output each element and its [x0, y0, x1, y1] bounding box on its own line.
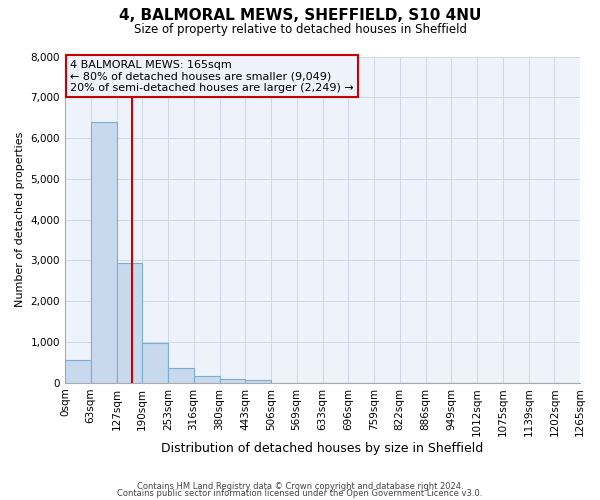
- Bar: [142, 344, 168, 383]
- Text: 4 BALMORAL MEWS: 165sqm
← 80% of detached houses are smaller (9,049)
20% of semi: 4 BALMORAL MEWS: 165sqm ← 80% of detache…: [70, 60, 354, 93]
- Text: Size of property relative to detached houses in Sheffield: Size of property relative to detached ho…: [133, 22, 467, 36]
- Bar: [194, 376, 220, 383]
- Bar: [116, 264, 142, 383]
- Text: Contains public sector information licensed under the Open Government Licence v3: Contains public sector information licen…: [118, 489, 482, 498]
- Bar: [245, 380, 271, 383]
- X-axis label: Distribution of detached houses by size in Sheffield: Distribution of detached houses by size …: [161, 442, 484, 455]
- Bar: [91, 122, 116, 383]
- Text: 4, BALMORAL MEWS, SHEFFIELD, S10 4NU: 4, BALMORAL MEWS, SHEFFIELD, S10 4NU: [119, 8, 481, 22]
- Bar: [65, 360, 91, 383]
- Bar: [168, 368, 194, 383]
- Bar: [220, 379, 245, 383]
- Y-axis label: Number of detached properties: Number of detached properties: [15, 132, 25, 308]
- Text: Contains HM Land Registry data © Crown copyright and database right 2024.: Contains HM Land Registry data © Crown c…: [137, 482, 463, 491]
